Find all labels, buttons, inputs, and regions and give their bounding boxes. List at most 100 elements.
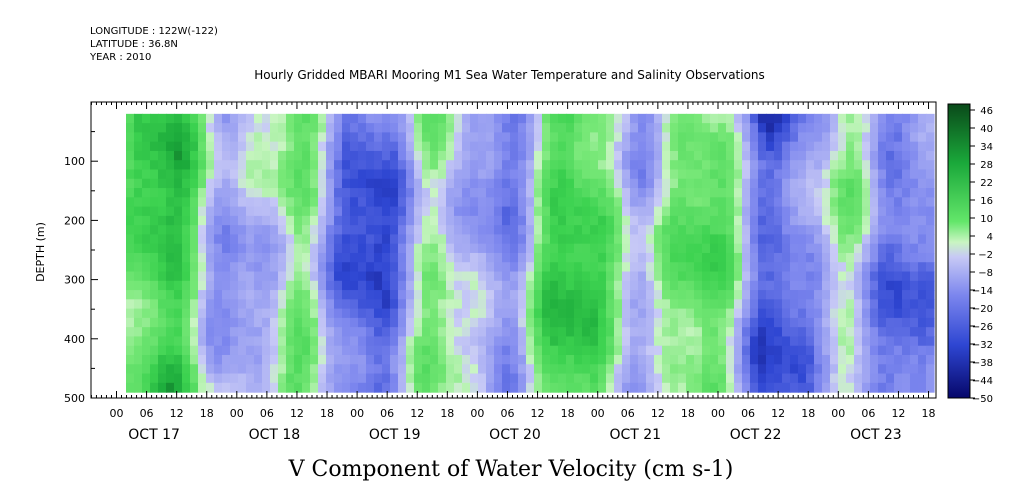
heat-cell <box>126 243 135 254</box>
heat-cell <box>526 215 535 226</box>
heat-cell <box>270 280 279 291</box>
heat-cell <box>838 234 847 245</box>
heat-cell <box>510 113 519 124</box>
heat-cell <box>862 290 871 300</box>
heat-cell <box>198 299 207 310</box>
heat-cell <box>702 373 711 384</box>
heat-cell <box>822 141 831 152</box>
heat-cell <box>574 345 583 356</box>
heat-cell <box>494 382 503 393</box>
heat-cell <box>670 141 679 152</box>
heat-cell <box>838 160 847 171</box>
heat-cell <box>614 234 623 245</box>
heat-cell <box>838 169 847 180</box>
heat-cell <box>758 188 767 198</box>
heat-cell <box>518 373 527 384</box>
heat-cell <box>550 123 559 133</box>
heat-cell <box>918 327 927 338</box>
heat-cell <box>550 113 559 124</box>
heat-cell <box>846 308 855 319</box>
heat-cell <box>662 252 671 263</box>
heat-cell <box>606 345 615 356</box>
heat-cell <box>854 271 863 282</box>
heat-cell <box>254 280 263 291</box>
heat-cell <box>406 141 415 152</box>
heat-cell <box>798 206 807 217</box>
heat-cell <box>662 345 671 356</box>
heat-cell <box>550 141 559 152</box>
heat-cell <box>726 225 735 236</box>
heat-cell <box>598 373 607 384</box>
heat-cell <box>926 178 935 189</box>
heat-cell <box>230 345 239 356</box>
heat-cell <box>710 160 719 171</box>
heat-cell <box>358 345 367 356</box>
heat-cell <box>534 234 543 245</box>
heat-cell <box>614 243 623 254</box>
heat-cell <box>262 327 271 338</box>
heat-cell <box>718 308 727 319</box>
heat-cell <box>814 271 823 282</box>
heat-cell <box>254 141 263 152</box>
heat-cell <box>870 132 879 143</box>
heat-cell <box>590 327 599 338</box>
heat-cell <box>646 234 655 245</box>
heat-cell <box>414 132 423 143</box>
heat-cell <box>766 364 775 375</box>
heat-cell <box>454 243 463 254</box>
heat-cell <box>814 234 823 245</box>
heat-cell <box>702 206 711 217</box>
heat-cell <box>638 299 647 310</box>
heat-cell <box>726 252 735 263</box>
heat-cell <box>518 234 527 245</box>
heat-cell <box>766 234 775 245</box>
heat-cell <box>598 215 607 226</box>
heat-cell <box>614 280 623 291</box>
heat-cell <box>230 123 239 133</box>
heat-cell <box>638 132 647 143</box>
heat-cell <box>758 234 767 245</box>
heat-cell <box>214 317 223 328</box>
heat-cell <box>662 225 671 236</box>
heat-cell <box>926 290 935 300</box>
heat-cell <box>270 345 279 356</box>
heat-cell <box>558 178 567 189</box>
heat-cell <box>230 280 239 291</box>
heat-cell <box>606 123 615 133</box>
heat-cell <box>206 160 215 171</box>
heat-cell <box>358 113 367 124</box>
heat-cell <box>310 178 319 189</box>
heat-cell <box>910 345 919 356</box>
heat-cell <box>822 123 831 133</box>
heat-cell <box>374 197 383 208</box>
heat-cell <box>470 317 479 328</box>
heat-cell <box>590 234 599 245</box>
heat-cell <box>342 262 351 273</box>
heat-cell <box>774 262 783 273</box>
heat-cell <box>606 178 615 189</box>
heat-cell <box>902 382 911 393</box>
heat-cell <box>630 234 639 245</box>
heat-cell <box>486 364 495 375</box>
heat-cell <box>214 188 223 198</box>
heat-cell <box>150 234 159 245</box>
heat-cell <box>198 160 207 171</box>
heat-cell <box>414 234 423 245</box>
heat-cell <box>678 271 687 282</box>
heat-cell <box>622 206 631 217</box>
heat-cell <box>350 123 359 133</box>
heat-cell <box>830 262 839 273</box>
heat-cell <box>846 215 855 226</box>
heat-cell <box>894 178 903 189</box>
heat-cell <box>926 271 935 282</box>
heat-cell <box>366 252 375 263</box>
heat-cell <box>870 262 879 273</box>
heat-cell <box>454 327 463 338</box>
heat-cell <box>526 150 535 161</box>
heat-cell <box>542 299 551 310</box>
heat-cell <box>798 123 807 133</box>
heat-cell <box>134 234 143 245</box>
heat-cell <box>526 290 535 300</box>
heat-cell <box>510 252 519 263</box>
heat-cell <box>342 317 351 328</box>
